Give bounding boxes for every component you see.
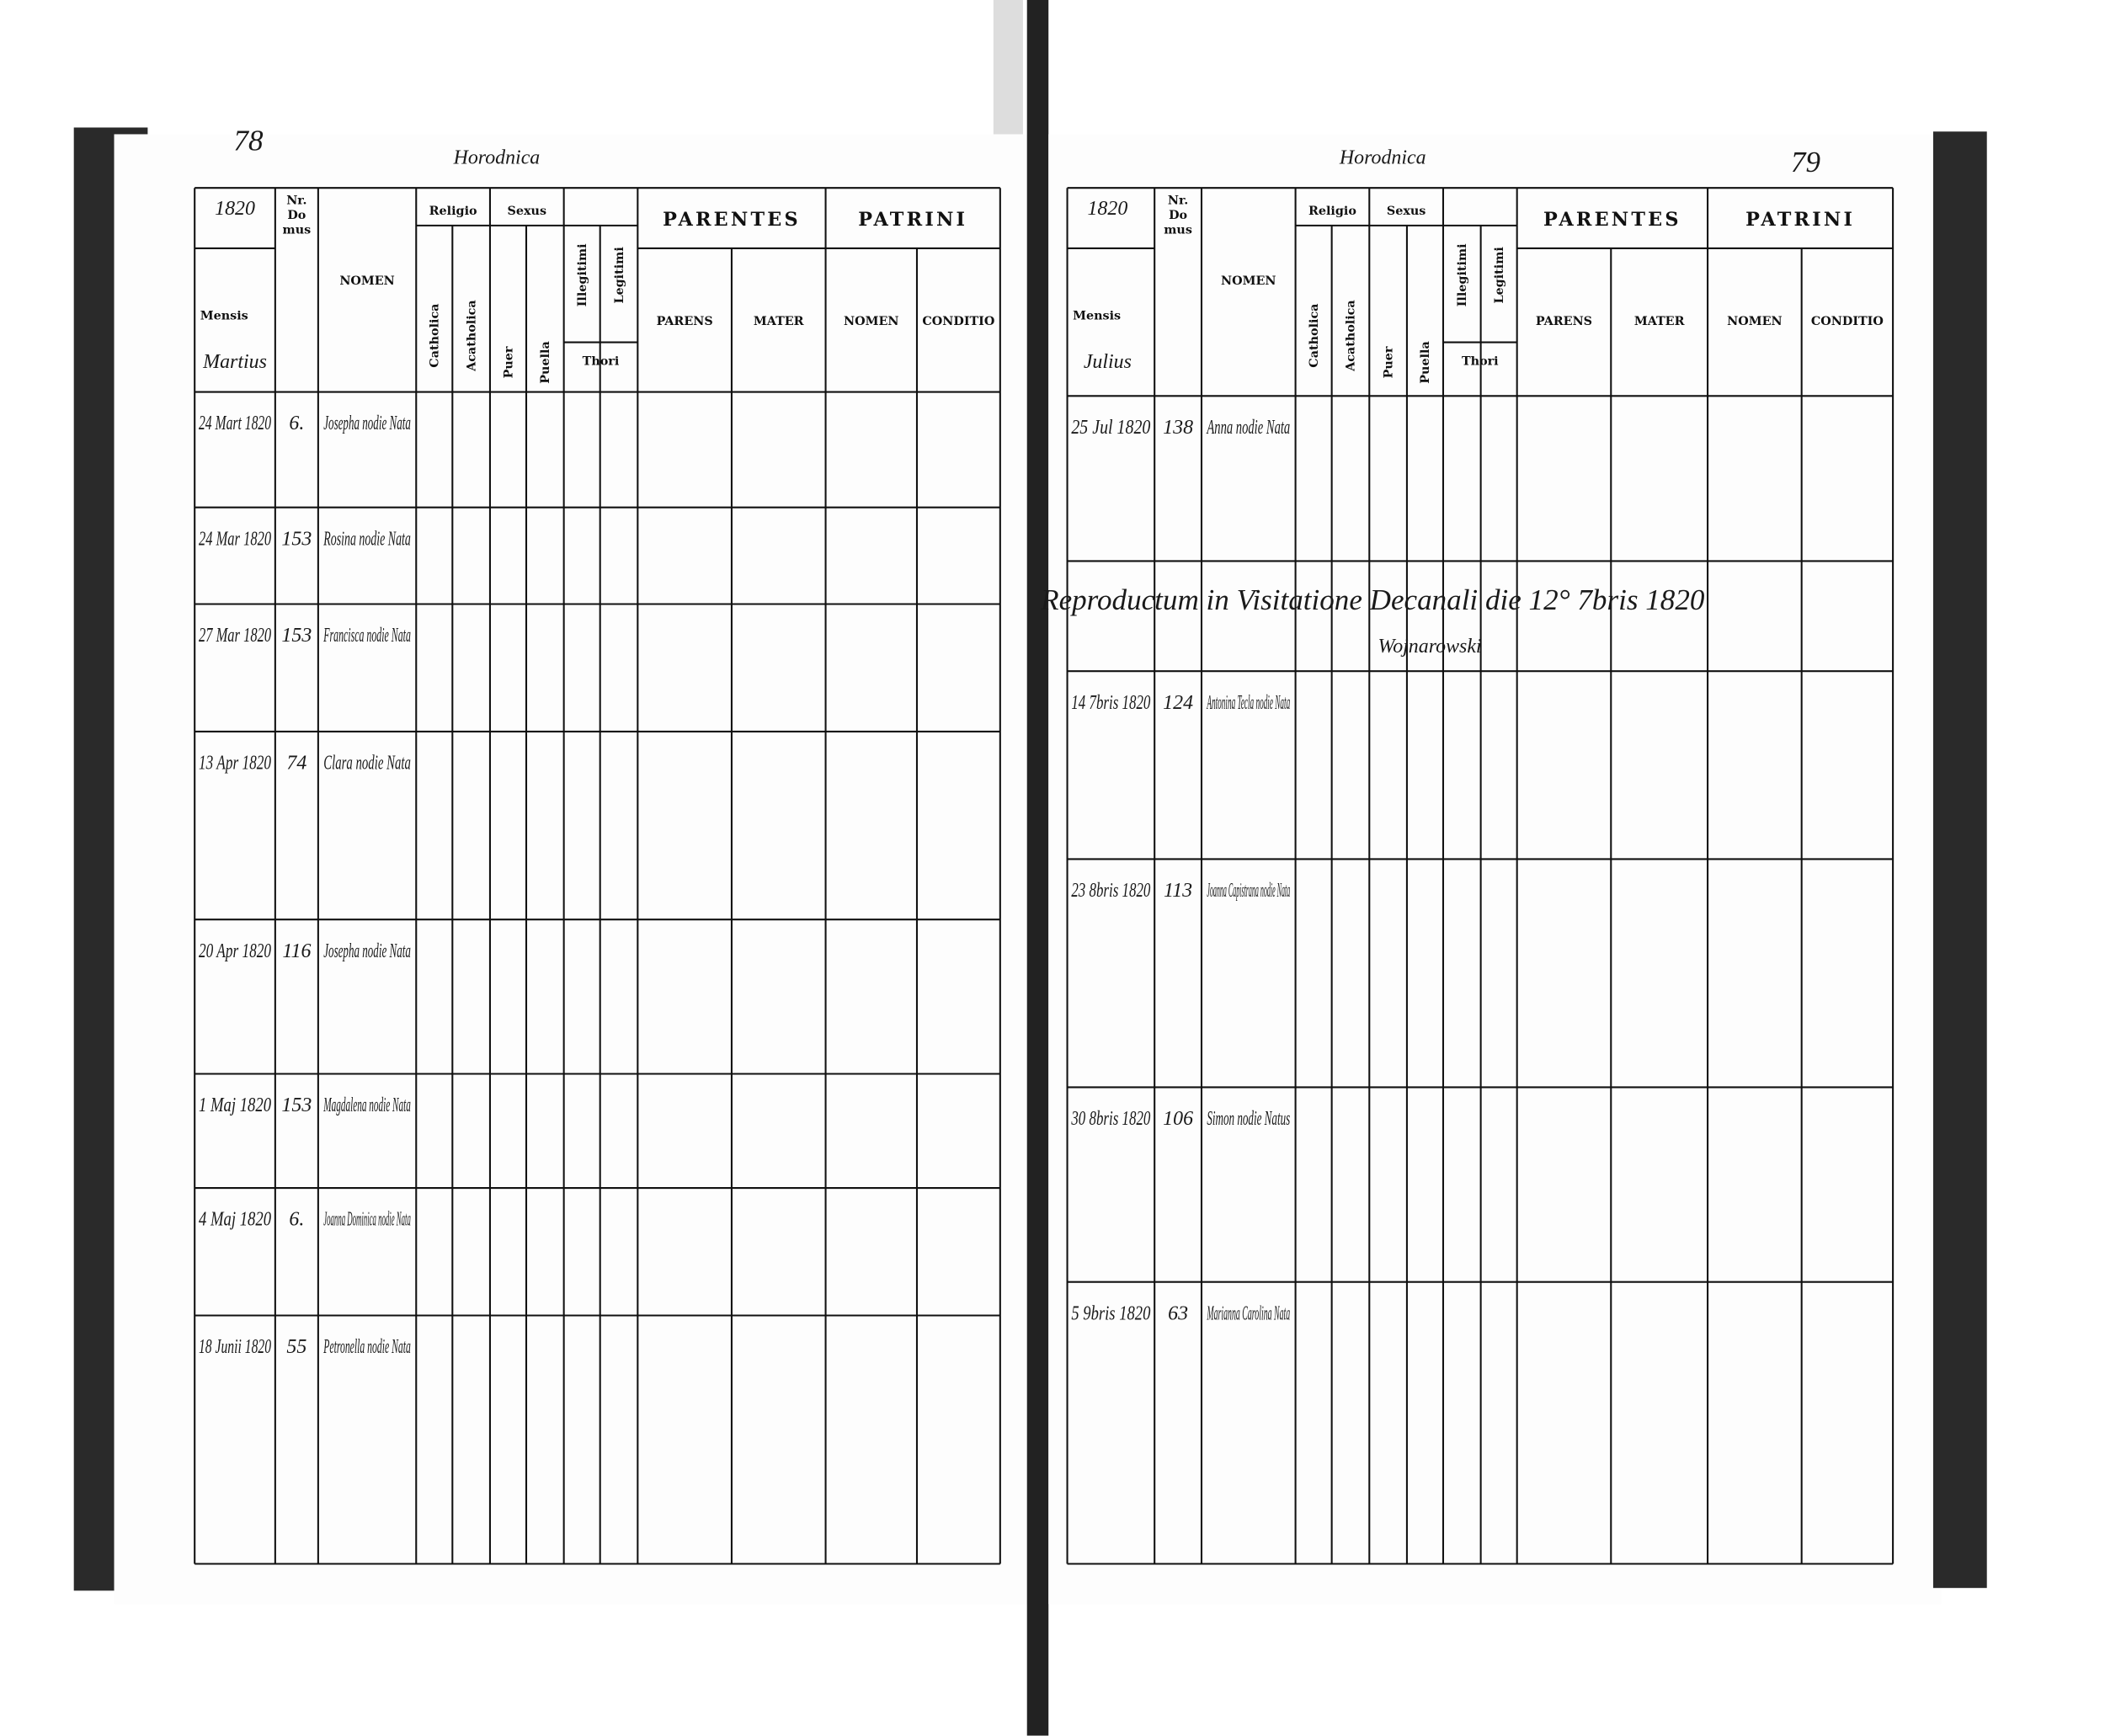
header-nr: Nr. <box>286 194 306 207</box>
header-parentes: PARENTES <box>1543 209 1681 231</box>
entry-house: 116 <box>282 940 311 962</box>
place-name: Horodnica <box>453 147 541 169</box>
entry-date: 14 7bris 1820 <box>1071 692 1150 714</box>
entry-date: 27 Mar 1820 <box>199 625 271 647</box>
gutter-shadow <box>993 0 1023 135</box>
entry-name: Francisca nodie Nata <box>323 625 411 647</box>
entry-date: 24 Mar 1820 <box>199 528 271 550</box>
header-patrini-nomen: NOMEN <box>844 315 898 328</box>
gutter <box>1026 0 1049 1736</box>
entry-date: 23 8bris 1820 <box>1071 880 1150 902</box>
header-conditio: CONDITIO <box>1811 315 1884 328</box>
header-mensis: Mensis <box>200 309 248 322</box>
entry-house: 113 <box>1164 880 1192 902</box>
entry-date: 18 Junii 1820 <box>199 1336 271 1358</box>
header-acatholica: Acatholica <box>1345 300 1358 372</box>
entry-name: Josepha nodie Nata <box>323 940 411 962</box>
year: 1820 <box>1087 198 1127 220</box>
entry-name: Anna nodie Nata <box>1206 417 1290 439</box>
entry-house: 55 <box>286 1336 306 1358</box>
entry-name: Josepha nodie Nata <box>323 413 411 434</box>
entry-name: Clara nodie Nata <box>323 753 411 775</box>
entry-house: 153 <box>281 528 312 550</box>
header-patrini-nomen: NOMEN <box>1727 315 1782 328</box>
header-legitimi: Legitimi <box>613 247 626 304</box>
page-number: 78 <box>233 125 264 157</box>
entry-date: 1 Maj 1820 <box>199 1094 271 1116</box>
entry-house: 138 <box>1163 417 1193 439</box>
header-parentes: PARENTES <box>663 209 801 231</box>
header-religio: Religio <box>429 205 477 218</box>
entry-name: Simon nodie Natus <box>1207 1108 1290 1130</box>
page-number: 79 <box>1791 146 1820 178</box>
year: 1820 <box>215 198 255 220</box>
entry-name: Petronella nodie Nata <box>323 1336 411 1358</box>
header-mater: MATER <box>754 315 804 328</box>
entry-name: Joanna Capistrana nodie Nata <box>1207 880 1290 902</box>
entry-house: 6. <box>289 413 304 434</box>
header-nr: Nr. <box>1168 194 1188 207</box>
header-thori: Thori <box>1462 355 1499 369</box>
header-nomen: NOMEN <box>339 274 394 288</box>
left-leaf <box>114 134 1034 1605</box>
month: Julius <box>1084 351 1132 373</box>
header-patrini: PATRINI <box>1745 209 1855 231</box>
header-sexus: Sexus <box>508 205 547 218</box>
entry-name: Joanna Dominica nodie Nata <box>323 1209 411 1231</box>
entry-date: 20 Apr 1820 <box>199 940 271 962</box>
header-legitimi: Legitimi <box>1493 247 1506 304</box>
header-mater: MATER <box>1634 315 1685 328</box>
header-catholica: Catholica <box>429 304 442 368</box>
entry-house: 63 <box>1168 1302 1188 1324</box>
header-sexus: Sexus <box>1387 205 1426 218</box>
visitation-note: Reproductum in Visitatione Decanali die … <box>1040 583 1705 616</box>
entry-house: 153 <box>281 625 312 647</box>
right-leaf <box>1048 134 1942 1605</box>
entry-name: Marianna Carolina Nata <box>1207 1302 1290 1324</box>
header-thori: Thori <box>583 355 620 369</box>
header-puella: Puella <box>1419 341 1432 383</box>
entry-date: 24 Mart 1820 <box>199 413 271 434</box>
header-puella: Puella <box>539 341 552 383</box>
entry-house: 124 <box>1163 692 1193 714</box>
entry-house: 74 <box>286 753 306 775</box>
entry-date: 13 Apr 1820 <box>199 753 271 775</box>
signature: Wojnarowski <box>1378 636 1481 658</box>
entry-name: Antonina Tecla nodie Nata <box>1207 692 1291 714</box>
header-religio: Religio <box>1308 205 1356 218</box>
entry-date: 5 9bris 1820 <box>1071 1302 1150 1324</box>
entry-date: 30 8bris 1820 <box>1071 1108 1151 1130</box>
entry-date: 25 Jul 1820 <box>1071 417 1150 439</box>
header-nr: mus <box>1164 223 1192 237</box>
header-parens: PARENS <box>1536 315 1592 328</box>
entry-date: 4 Maj 1820 <box>199 1209 271 1231</box>
header-conditio: CONDITIO <box>922 315 994 328</box>
header-puer: Puer <box>1382 346 1395 378</box>
entry-name: Magdalena nodie Nata <box>323 1094 411 1116</box>
header-acatholica: Acatholica <box>465 300 478 372</box>
book-edge-right <box>1932 131 1987 1589</box>
header-catholica: Catholica <box>1308 304 1321 368</box>
entry-house: 153 <box>281 1094 312 1116</box>
month: Martius <box>202 351 267 373</box>
header-nr: mus <box>283 223 312 237</box>
entry-name: Rosina nodie Nata <box>323 528 411 550</box>
header-patrini: PATRINI <box>858 209 967 231</box>
entry-house: 6. <box>289 1209 304 1231</box>
header-parens: PARENS <box>657 315 713 328</box>
header-illegitimi: Illegitimi <box>1456 243 1469 306</box>
header-nr: Do <box>1169 209 1187 222</box>
header-illegitimi: Illegitimi <box>576 243 589 306</box>
header-mensis: Mensis <box>1073 309 1121 322</box>
entry-house: 106 <box>1163 1108 1193 1130</box>
header-puer: Puer <box>502 346 515 378</box>
place-name: Horodnica <box>1339 147 1426 169</box>
header-nr: Do <box>287 209 306 222</box>
header-nomen: NOMEN <box>1221 274 1276 288</box>
